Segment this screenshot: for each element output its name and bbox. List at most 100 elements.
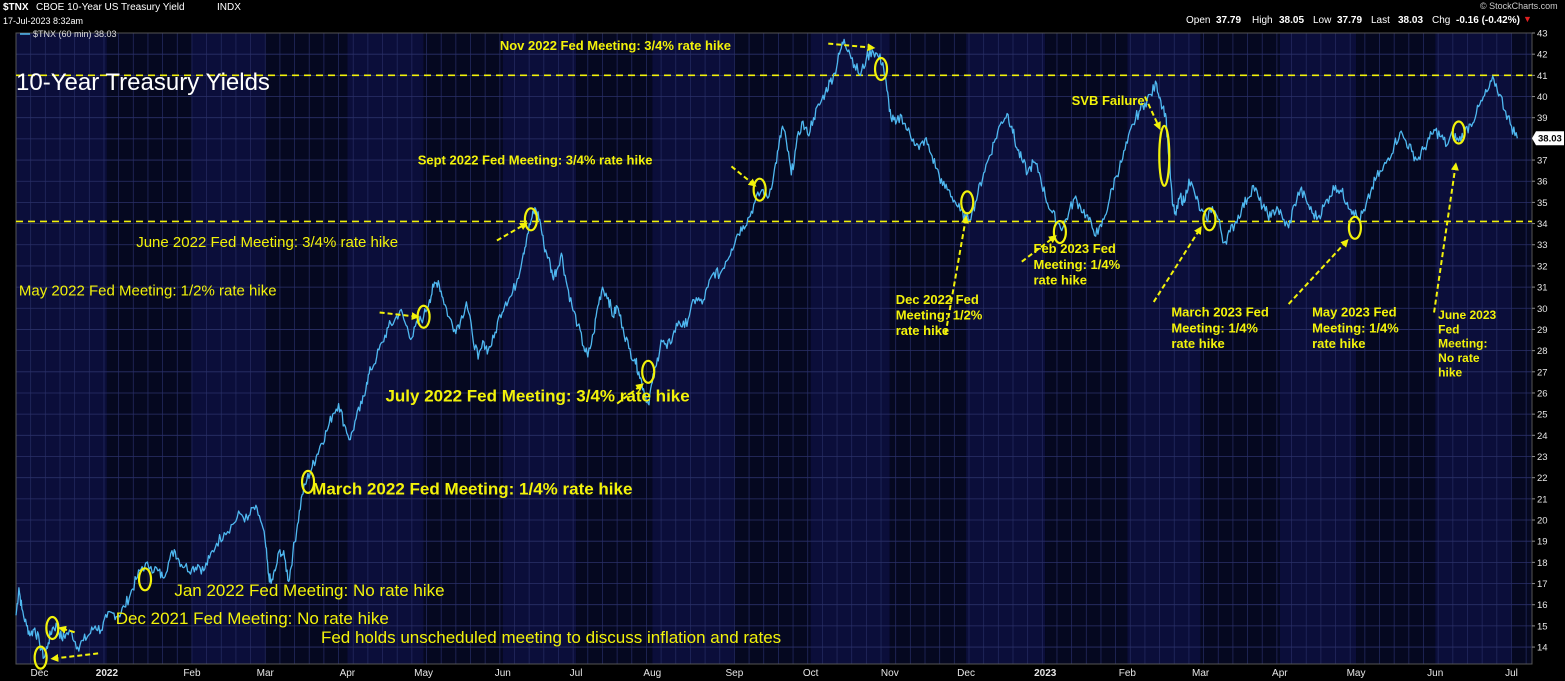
y-tick-label: 21 [1537,494,1548,505]
annotation-label: May 2022 Fed Meeting: 1/2% rate hike [19,283,277,300]
x-tick-label: 2023 [1034,668,1057,679]
meeting-marker [960,190,975,215]
meeting-marker [33,645,48,670]
meeting-marker [1451,120,1466,145]
chart-title: 10-Year Treasury Yields [16,69,270,96]
y-tick-label: 14 [1537,643,1548,654]
meeting-marker [137,567,153,592]
annotation-arrow [1433,162,1459,313]
legend-label: $TNX (60 min) 38.03 [33,29,117,39]
month-band [347,33,424,664]
y-tick-label: 29 [1537,325,1548,336]
y-tick-label: 33 [1537,240,1548,251]
x-tick-label: May [1347,668,1366,679]
meeting-marker [752,177,767,202]
annotation-line: Sept 2022 Fed Meeting: 3/4% rate hike [418,152,653,167]
y-tick-label: 43 [1537,29,1548,40]
annotation-label: June 2023 Fed Meeting: No rate hike [1438,308,1496,380]
annotation-arrow [616,383,644,405]
annotation-arrow [944,215,969,334]
annotation-label: March 2022 Fed Meeting: 1/4% rate hike [312,480,632,499]
y-tick-label: 31 [1537,283,1548,294]
annotation-line: rate hike [896,323,949,338]
annotation-arrow [58,625,75,634]
annotation-line: Meeting: 1/4% [1171,320,1258,335]
down-triangle-icon: ▼ [1523,14,1532,24]
annotation-label: June 2022 Fed Meeting: 3/4% rate hike [136,234,398,251]
month-band [1279,33,1357,664]
y-tick-label: 26 [1537,388,1548,399]
month-band [652,33,735,664]
month-band [889,33,967,664]
change-label: Chg [1432,15,1451,26]
y-tick-label: 23 [1537,452,1548,463]
meeting-marker [641,359,656,384]
x-tick-label: Oct [803,668,819,679]
annotation-line: May 2023 Fed [1312,305,1397,320]
month-band [423,33,503,664]
annotation-label: Jan 2022 Fed Meeting: No rate hike [174,581,444,600]
y-tick-label: 36 [1537,177,1548,188]
x-tick-label: Feb [183,668,201,679]
annotation-label: Feb 2023 Fed Meeting: 1/4% rate hike [1034,241,1121,287]
annotation-line: Nov 2022 Fed Meeting: 3/4% rate hike [500,38,731,53]
x-tick-label: Apr [1272,668,1288,679]
y-tick-label: 41 [1537,71,1548,82]
month-band [16,33,107,664]
y-tick-label: 27 [1537,367,1548,378]
x-tick-label: Apr [340,668,356,679]
meeting-marker [523,207,539,232]
annotation-line: June 2022 Fed Meeting: 3/4% rate hike [136,234,398,251]
annotation-line: Feb 2023 Fed [1034,241,1116,256]
annotation-arrow [1021,235,1057,263]
y-tick-label: 30 [1537,304,1548,315]
x-tick-label: Jun [495,668,511,679]
annotation-arrow [730,165,757,187]
x-tick-label: Mar [1192,668,1210,679]
x-tick-label: Jul [1505,668,1518,679]
annotation-line: March 2023 Fed [1171,305,1269,320]
x-tick-label: Jul [570,668,583,679]
annotation-label: Dec 2021 Fed Meeting: No rate hike [116,609,389,628]
annotation-line: No rate [1438,351,1480,365]
annotation-label: Fed holds unscheduled meeting to discuss… [321,628,781,647]
y-tick-label: 22 [1537,473,1548,484]
month-band [966,33,1046,664]
annotation-line: May 2022 Fed Meeting: 1/2% rate hike [19,283,277,300]
month-band [1511,33,1532,664]
annotation-line: Dec 2022 Fed [896,292,979,307]
annotation-line: rate hike [1034,272,1087,287]
annotation-line: Jan 2022 Fed Meeting: No rate hike [174,581,444,600]
last-value-tag [1532,131,1564,146]
annotation-line: rate hike [1171,336,1224,351]
annotation-arrow [496,222,528,242]
annotation-label: Nov 2022 Fed Meeting: 3/4% rate hike [500,38,731,53]
low-value: 37.79 [1337,15,1363,26]
month-band [1127,33,1201,664]
x-tick-label: Jun [1427,668,1443,679]
meeting-marker [1052,219,1067,245]
last-value-label: 38.03 [1538,134,1562,145]
annotation-label: Dec 2022 Fed Meeting: 1/2% rate hike [896,292,983,338]
annotation-arrow [1144,96,1161,131]
annotation-line: Meeting: 1/2% [896,308,983,323]
annotation-line: hike [1438,365,1462,379]
y-tick-label: 32 [1537,261,1548,272]
annotation-line: June 2023 [1438,308,1496,322]
month-band [734,33,811,664]
instrument-name: CBOE 10-Year US Treasury Yield [36,2,185,13]
annotation-arrow [1152,226,1202,303]
y-tick-label: 18 [1537,558,1548,569]
open-value: 37.79 [1216,15,1242,26]
copyright-text: © StockCharts.com [1480,1,1558,11]
x-tick-label: May [414,668,433,679]
x-tick-label: Dec [957,668,975,679]
y-tick-label: 15 [1537,621,1548,632]
month-band [1435,33,1512,664]
month-band [191,33,266,664]
y-tick-label: 25 [1537,410,1548,421]
y-tick-label: 39 [1537,113,1548,124]
x-tick-label: Sep [726,668,744,679]
chart-header: $TNX CBOE 10-Year US Treasury Yield INDX… [0,0,1565,30]
x-tick-label: Nov [881,668,899,679]
